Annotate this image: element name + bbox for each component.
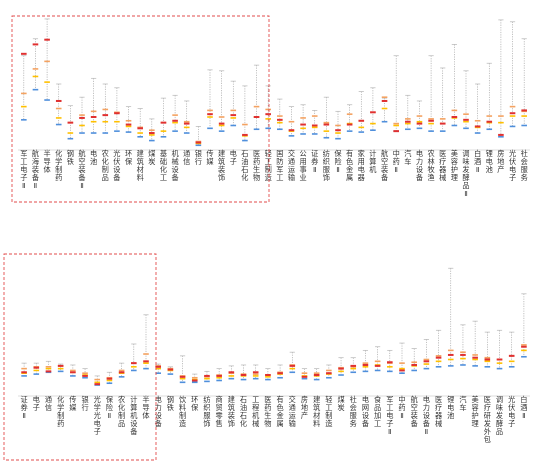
x-tick-label: 航空装备: [411, 395, 418, 428]
x-tick-label: 电力设备 Ⅱ: [423, 395, 430, 436]
x-tick-label: 建筑材料: [137, 149, 144, 182]
x-tick-label: 中药 Ⅱ: [393, 149, 400, 174]
x-tick-label: 航空装备 Ⅱ: [78, 149, 85, 190]
x-tick-label: 锂电池: [447, 395, 454, 420]
x-tick-label: 调味发酵品 Ⅱ: [462, 149, 469, 198]
x-tick-label: 家用电器: [358, 149, 365, 182]
x-tick-label: 电子: [33, 395, 40, 412]
x-tick-label: 轻工制造: [265, 149, 272, 182]
x-tick-label: 军工电子 Ⅱ: [386, 395, 393, 436]
x-tick-label: 医药生物: [264, 395, 271, 428]
x-tick-label: 农化制品: [102, 149, 109, 182]
x-tick-label: 石油石化: [240, 395, 247, 428]
x-tick-label: 饮料制造: [179, 395, 187, 428]
x-tick-label: 医药生物: [253, 149, 260, 182]
x-tick-label: 煤炭: [148, 149, 155, 166]
x-tick-label: 建筑装饰: [228, 395, 235, 428]
x-tick-label: 石油石化: [241, 149, 248, 182]
x-tick-label: 环保: [191, 395, 199, 412]
x-tick-label: 证券 Ⅱ: [20, 395, 27, 420]
x-tick-label: 传媒: [206, 149, 213, 166]
x-tick-label: 军工电子 Ⅱ: [20, 149, 27, 190]
x-tick-label: 农林牧渔: [427, 149, 434, 182]
x-tick-label: 交通运输: [288, 149, 295, 182]
x-tick-label: 煤炭: [337, 395, 344, 412]
x-tick-label: 白酒 Ⅱ: [520, 395, 527, 420]
x-tick-label: 国防军工: [276, 149, 283, 182]
x-tick-label: 环保: [125, 149, 133, 166]
x-tick-label: 航海装备 Ⅱ: [32, 149, 39, 190]
x-tick-label: 医疗器械: [439, 149, 446, 182]
x-tick-label: 计算机: [369, 149, 377, 174]
x-tick-label: 钢铁: [167, 395, 174, 412]
x-tick-label: 通信: [45, 395, 52, 412]
x-tick-label: 中药 Ⅱ: [398, 395, 405, 420]
x-tick-label: 美容护理: [451, 149, 458, 182]
x-tick-label: 食品加工: [374, 395, 381, 428]
x-tick-label: 有色金属: [346, 149, 353, 182]
x-tick-label: 白酒 Ⅱ: [474, 149, 481, 174]
x-tick-label: 光伏电子: [509, 149, 516, 182]
x-tick-label: 医疗研发外包: [484, 395, 491, 444]
x-tick-label: 银行: [195, 149, 202, 166]
x-tick-label: 电子: [230, 149, 237, 166]
x-tick-label: 化学制药: [55, 149, 62, 182]
x-tick-label: 电力设备: [416, 149, 423, 182]
x-tick-label: 光伏电子: [508, 395, 515, 428]
x-tick-label: 公用事业: [299, 149, 306, 182]
x-tick-label: 社会服务: [350, 395, 357, 428]
x-tick-label: 工程机械: [252, 395, 260, 428]
x-tick-label: 商贸零售: [216, 395, 223, 428]
x-tick-label: 通信: [183, 149, 190, 166]
x-tick-label: 银行: [81, 395, 88, 412]
x-tick-label: 光伏设备: [113, 149, 120, 182]
x-tick-label: 房地产: [301, 395, 308, 420]
x-tick-label: 保险 Ⅱ: [334, 149, 342, 174]
x-tick-label: 纺织服饰: [323, 149, 330, 182]
x-tick-label: 光学光电子: [94, 395, 101, 436]
x-tick-label: 电力设备: [155, 395, 162, 428]
x-tick-label: 锂电池: [486, 149, 493, 174]
x-tick-label: 社会服务: [521, 149, 528, 182]
x-tick-label: 美容护理: [472, 395, 479, 428]
x-tick-label: 纺织服饰: [203, 395, 210, 428]
x-tick-label: 传媒: [69, 395, 76, 412]
x-tick-label: 农化制品: [118, 395, 125, 428]
x-tick-label: 房地产: [497, 149, 504, 174]
x-tick-label: 有色金属: [276, 395, 283, 428]
x-tick-label: 交通运输: [289, 395, 296, 428]
x-tick-label: 医疗器械: [435, 395, 442, 428]
highlight-frame: [3, 253, 157, 461]
x-tick-label: 基础化工: [160, 149, 167, 182]
x-tick-label: 半导体: [142, 395, 149, 420]
x-tick-label: 建筑装饰: [218, 149, 225, 182]
x-tick-label: 电池: [90, 149, 97, 166]
x-tick-label: 调味发酵品: [496, 395, 503, 436]
x-tick-label: 航空装备: [381, 149, 388, 182]
x-tick-label: 保险 Ⅱ: [106, 395, 114, 420]
x-tick-label: 化学制药: [57, 395, 64, 428]
x-tick-label: 半导体: [43, 149, 50, 174]
x-tick-label: 计算机设备: [130, 395, 138, 436]
x-tick-label: 汽车: [459, 395, 466, 412]
highlight-frame: [11, 15, 270, 203]
x-tick-label: 建筑材料: [313, 395, 320, 428]
x-tick-label: 轻工制造: [325, 395, 332, 428]
x-tick-label: 机械设备: [171, 149, 179, 182]
x-tick-label: 钢铁: [67, 149, 74, 166]
x-tick-label: 汽车: [404, 149, 411, 166]
x-tick-label: 证券 Ⅱ: [311, 149, 318, 174]
x-tick-label: 电网设备: [362, 395, 369, 428]
